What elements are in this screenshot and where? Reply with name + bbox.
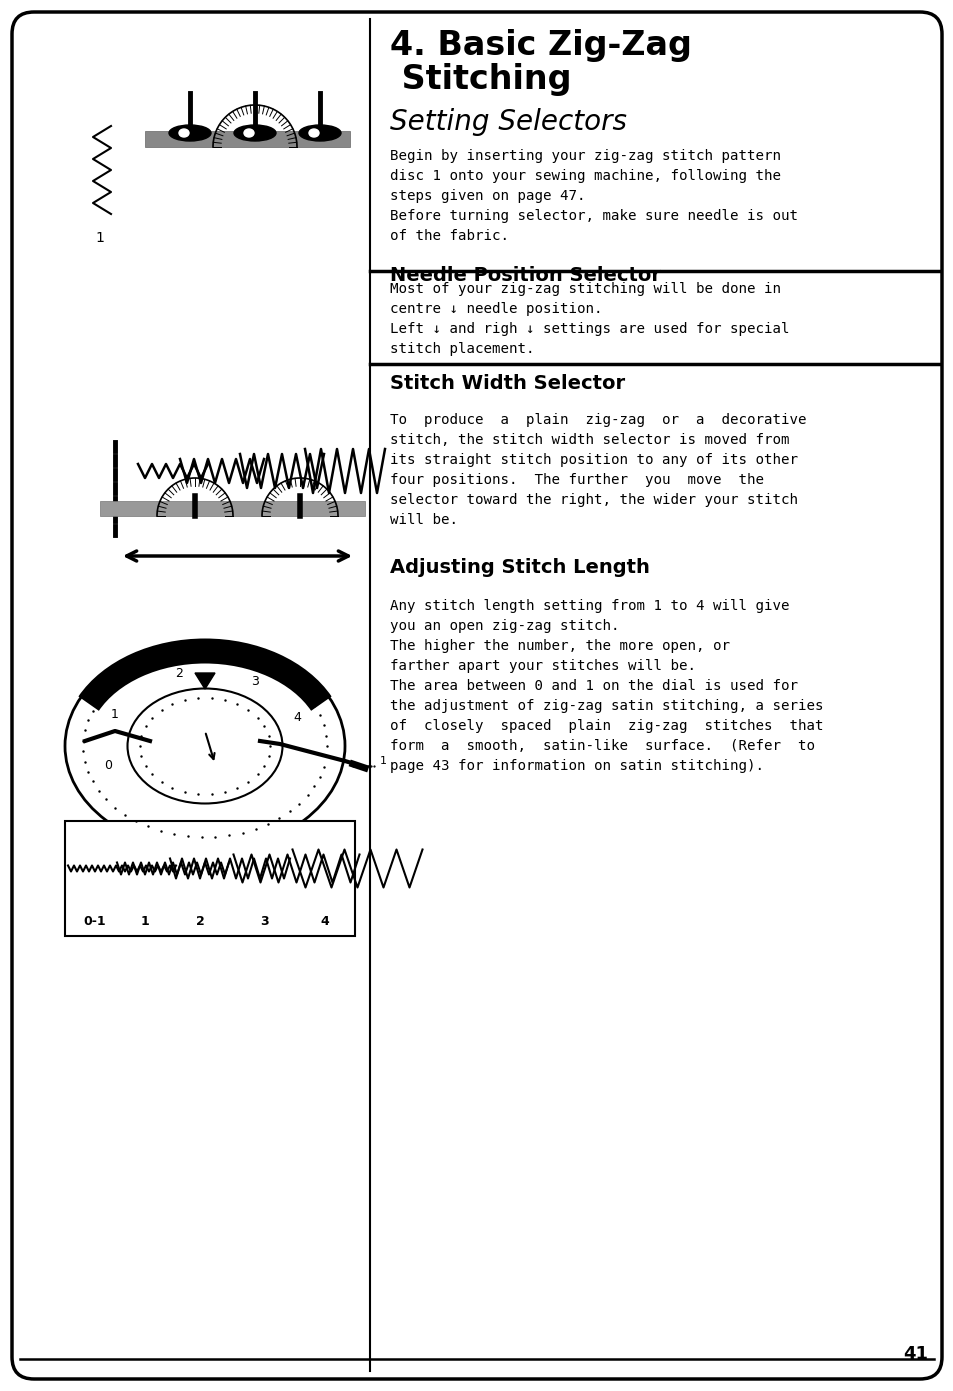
- Text: Any stitch length setting from 1 to 4 will give
you an open zig-zag stitch.
The : Any stitch length setting from 1 to 4 wi…: [390, 600, 822, 773]
- Text: 1: 1: [140, 915, 150, 928]
- Text: Adjusting Stitch Length: Adjusting Stitch Length: [390, 558, 649, 577]
- Text: 3: 3: [260, 915, 269, 928]
- Text: To  produce  a  plain  zig-zag  or  a  decorative
stitch, the stitch width selec: To produce a plain zig-zag or a decorati…: [390, 413, 805, 527]
- Text: Most of your zig-zag stitching will be done in
centre ↓ needle position.
Left ↓ : Most of your zig-zag stitching will be d…: [390, 282, 789, 356]
- Ellipse shape: [179, 129, 189, 136]
- Ellipse shape: [128, 689, 282, 804]
- Text: 4: 4: [294, 711, 301, 725]
- Text: Stitching: Stitching: [390, 63, 571, 96]
- Text: 0-1: 0-1: [84, 915, 106, 928]
- FancyBboxPatch shape: [65, 821, 355, 936]
- Polygon shape: [194, 673, 214, 689]
- Text: Needle Position Selector: Needle Position Selector: [390, 266, 660, 285]
- Text: 1: 1: [111, 708, 118, 721]
- Text: 4: 4: [320, 915, 329, 928]
- FancyBboxPatch shape: [12, 13, 941, 1378]
- Text: 2: 2: [195, 915, 204, 928]
- Text: 3: 3: [251, 675, 258, 687]
- FancyBboxPatch shape: [145, 131, 350, 147]
- Ellipse shape: [169, 125, 211, 140]
- Ellipse shape: [309, 129, 318, 136]
- Text: 41: 41: [902, 1345, 927, 1363]
- Ellipse shape: [233, 125, 275, 140]
- Text: Begin by inserting your zig-zag stitch pattern
disc 1 onto your sewing machine, : Begin by inserting your zig-zag stitch p…: [390, 149, 797, 243]
- Text: Setting Selectors: Setting Selectors: [390, 108, 626, 136]
- Ellipse shape: [65, 641, 345, 851]
- Text: Stitch Width Selector: Stitch Width Selector: [390, 374, 624, 394]
- Text: 1: 1: [95, 231, 104, 245]
- Ellipse shape: [298, 125, 340, 140]
- FancyBboxPatch shape: [100, 501, 365, 516]
- Text: 4. Basic Zig-Zag: 4. Basic Zig-Zag: [390, 29, 691, 63]
- Text: 2: 2: [175, 668, 183, 680]
- Ellipse shape: [244, 129, 253, 136]
- Text: 1: 1: [379, 755, 387, 766]
- Text: 0: 0: [104, 759, 112, 772]
